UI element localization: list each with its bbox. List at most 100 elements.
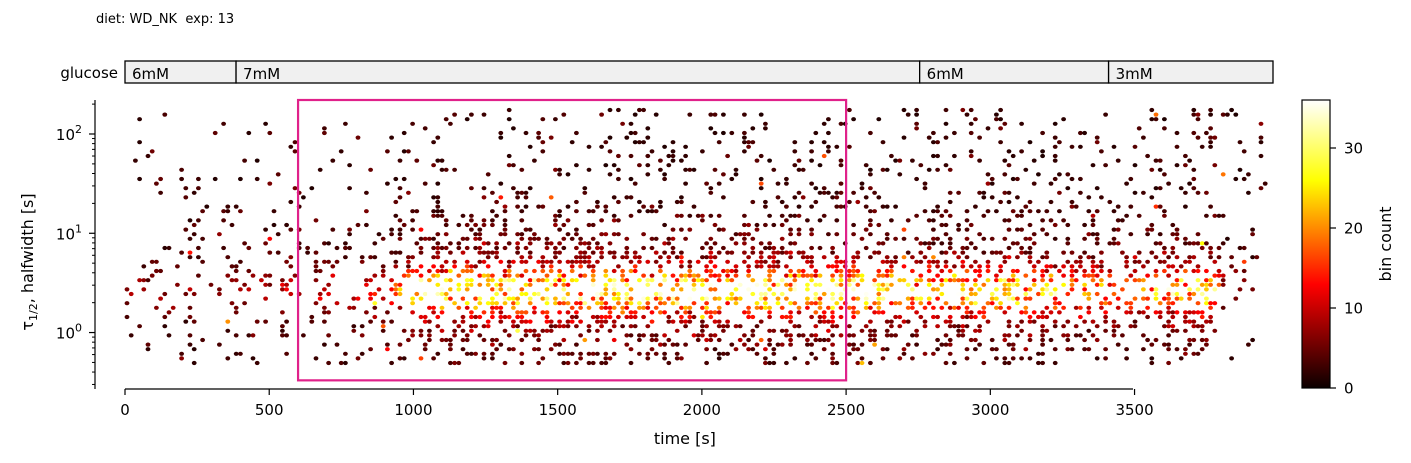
heatmap-bin (649, 209, 655, 214)
heatmap-bin (700, 319, 705, 324)
heatmap-bin (1111, 328, 1117, 333)
heatmap-bin (1166, 296, 1171, 301)
heatmap-bin (263, 282, 268, 287)
heatmap-bin (145, 278, 151, 283)
heatmap-bin (1157, 301, 1163, 306)
heatmap-bin (981, 314, 987, 320)
heatmap-bin (1204, 287, 1209, 292)
heatmap-bin (1191, 324, 1197, 329)
heatmap-bin (809, 342, 814, 347)
heatmap-bin (553, 342, 558, 347)
heatmap-bin (1094, 337, 1100, 343)
heatmap-bin (817, 314, 823, 320)
heatmap-bin (284, 319, 289, 324)
heatmap-bin (855, 268, 861, 274)
heatmap-bin (779, 278, 785, 283)
heatmap-bin (821, 140, 827, 145)
heatmap-bin (1166, 324, 1171, 329)
heatmap-bin (1191, 167, 1197, 172)
heatmap-bin (389, 278, 394, 283)
heatmap-bin (1086, 195, 1092, 200)
heatmap-bin (758, 259, 764, 264)
heatmap-bin (1241, 176, 1247, 182)
heatmap-bin (309, 314, 315, 320)
heatmap-bin (1065, 236, 1071, 241)
heatmap-bin (611, 195, 617, 200)
heatmap-bin (422, 319, 428, 324)
heatmap-bin (1090, 232, 1096, 237)
heatmap-bin (918, 163, 924, 168)
heatmap-bin (473, 282, 478, 287)
heatmap-bin (1162, 172, 1167, 177)
heatmap-bin (1015, 278, 1020, 283)
heatmap-bin (1027, 236, 1033, 241)
heatmap-bin (851, 268, 856, 274)
heatmap-bin (569, 259, 575, 264)
heatmap-bin (464, 305, 470, 310)
heatmap-bin (519, 310, 525, 315)
heatmap-bin (809, 333, 814, 338)
heatmap-bin (838, 305, 844, 310)
heatmap-bin (414, 291, 420, 297)
heatmap-bin (1052, 135, 1058, 140)
heatmap-bin (162, 245, 168, 251)
heatmap-bin (704, 310, 709, 315)
heatmap-bin (670, 287, 676, 292)
heatmap-bin (1090, 213, 1096, 218)
heatmap-bin (1229, 107, 1234, 113)
heatmap-bin (817, 305, 823, 310)
heatmap-bin (821, 121, 827, 126)
heatmap-bin (498, 282, 504, 287)
heatmap-bin (960, 296, 966, 301)
heatmap-bin (1040, 291, 1045, 297)
heatmap-bin (389, 360, 394, 366)
heatmap-bin (343, 360, 348, 366)
heatmap-bin (674, 310, 680, 315)
heatmap-bin (905, 296, 911, 301)
heatmap-bin (645, 356, 651, 361)
heatmap-bin (624, 342, 630, 347)
heatmap-bin (1094, 264, 1100, 269)
heatmap-bin (418, 296, 424, 301)
heatmap-bin (952, 250, 957, 255)
heatmap-bin (284, 333, 289, 338)
heatmap-bin (809, 273, 814, 278)
heatmap-bin (851, 296, 856, 301)
heatmap-bin (1019, 250, 1024, 255)
heatmap-bin (973, 337, 978, 343)
heatmap-bin (548, 319, 554, 324)
heatmap-bin (1153, 112, 1159, 117)
heatmap-bin (611, 291, 617, 297)
heatmap-bin (872, 282, 877, 287)
heatmap-bin (1023, 305, 1029, 310)
heatmap-bin (947, 245, 953, 251)
heatmap-bin (502, 227, 508, 232)
heatmap-bin (313, 250, 319, 255)
heatmap-bin (1220, 112, 1226, 117)
heatmap-bin (557, 213, 562, 218)
heatmap-bin (641, 107, 646, 113)
heatmap-bin (914, 236, 919, 241)
heatmap-bin (347, 163, 352, 168)
heatmap-bin (880, 241, 886, 246)
heatmap-bin (191, 347, 197, 352)
heatmap-bin (385, 342, 390, 347)
heatmap-bin (1111, 236, 1117, 241)
heatmap-bin (460, 337, 466, 343)
heatmap-bin (200, 259, 206, 264)
heatmap-bin (1103, 319, 1108, 324)
heatmap-bin (414, 268, 420, 274)
heatmap-bin (1183, 163, 1188, 168)
heatmap-bin (250, 333, 256, 338)
heatmap-bin (985, 209, 991, 214)
heatmap-bin (616, 107, 621, 113)
heatmap-bin (401, 328, 407, 333)
heatmap-bin (561, 296, 567, 301)
heatmap-bin (855, 199, 861, 205)
heatmap-bin (1157, 232, 1163, 237)
heatmap-bin (1082, 268, 1087, 274)
heatmap-bin (1220, 273, 1226, 278)
heatmap-bin (590, 268, 596, 274)
heatmap-bin (1015, 333, 1020, 338)
heatmap-bin (574, 278, 579, 283)
